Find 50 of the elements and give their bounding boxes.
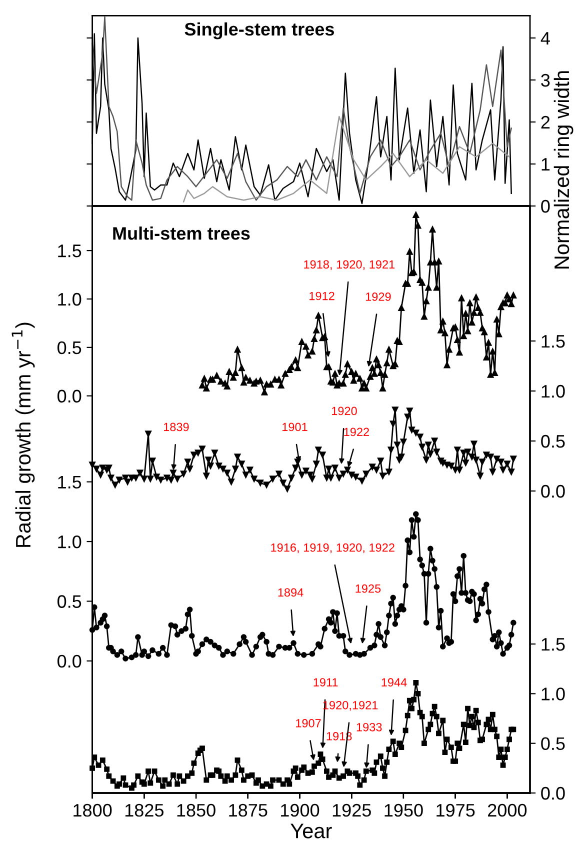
y-tick-label: 0.5 <box>541 434 565 448</box>
x-tick-label: 1900 <box>281 804 320 817</box>
y-tick-label: 0.5 <box>57 341 82 354</box>
y2-tick-label: 4 <box>540 32 550 45</box>
annotation: 1911 <box>314 678 338 686</box>
annotation: 1839 <box>164 422 189 432</box>
annotation: 1918, 1920, 1921 <box>304 260 395 270</box>
annotation: 1912 <box>310 292 334 300</box>
y2-tick-label: 1 <box>542 158 550 171</box>
annotation: 1907 <box>296 719 321 728</box>
annotation: 1944 <box>382 678 407 687</box>
x-tick-label: 1825 <box>125 804 164 817</box>
x-tick-label: 1925 <box>332 804 371 817</box>
x-tick-label: 2000 <box>488 804 527 817</box>
x-axis-title: Year <box>290 824 332 838</box>
line-series <box>182 116 510 202</box>
y-tick-label: 1.5 <box>542 335 565 348</box>
annotation: 1925 <box>356 584 381 593</box>
y2-tick-label: 0 <box>541 200 550 213</box>
annotation: 1894 <box>278 588 304 597</box>
annotation: 1929 <box>366 292 391 301</box>
chart-title: Single-stem trees <box>184 22 334 40</box>
x-tick-label: 1975 <box>436 804 475 817</box>
x-tick-label: 1800 <box>74 804 112 817</box>
y2-axis-title: Normalized ring width <box>554 71 574 268</box>
x-tick-label: 1875 <box>229 804 268 817</box>
y-tick-label: 1.5 <box>58 476 82 489</box>
y2-tick-label: 3 <box>541 74 550 87</box>
y-tick-label: 0.5 <box>57 595 82 608</box>
y-tick-label: 1.5 <box>58 244 82 258</box>
y-tick-label: 1.0 <box>542 688 565 700</box>
y2-tick-label: 2 <box>541 116 550 129</box>
x-tick-label: 1850 <box>177 804 216 817</box>
y-tick-label: 0.0 <box>57 390 82 403</box>
y-tick-label: 1.5 <box>542 638 565 651</box>
annotation: 1922 <box>344 428 369 436</box>
annotation: 1901 <box>282 422 308 432</box>
y-tick-label: 0.0 <box>541 786 565 800</box>
y-tick-label: 1.0 <box>58 535 82 548</box>
y-axis-title: Radial growth (mm yr$^{−1}$) <box>12 322 35 547</box>
x-tick-label: 1950 <box>384 804 423 817</box>
y-tick-label: 0.0 <box>541 484 565 498</box>
y-tick-label: 1.0 <box>542 384 565 398</box>
annotation: 1916, 1919, 1920, 1922 <box>271 543 394 554</box>
y-tick-label: 1.0 <box>58 292 82 306</box>
annotation: 1920 <box>332 406 357 416</box>
y-tick-label: 0.5 <box>541 737 565 750</box>
y-tick-label: 0.0 <box>57 654 82 668</box>
annotation: 1933 <box>356 722 382 732</box>
text: Multi-stem trees <box>113 226 250 240</box>
